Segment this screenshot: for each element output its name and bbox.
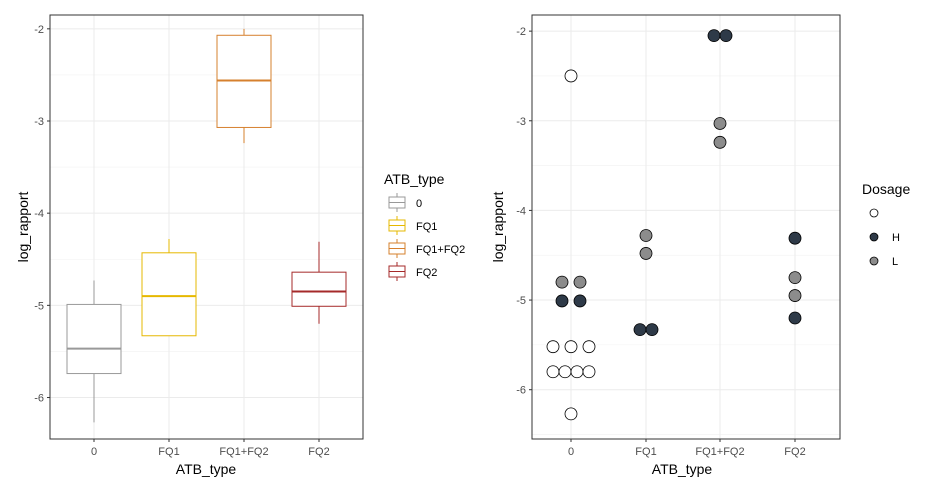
legend-label: FQ1+FQ2 <box>416 244 465 256</box>
boxplot-plot-area <box>50 15 363 439</box>
x-tick-label: FQ1 <box>158 446 179 458</box>
y-tick-label: -2 <box>34 24 44 36</box>
legend-entry: FQ2 <box>388 262 437 281</box>
legend-entry: FQ1+FQ2 <box>388 239 465 258</box>
y-tick-label: -4 <box>34 208 44 220</box>
dotplot-panel-border <box>531 14 841 440</box>
data-point <box>719 29 733 43</box>
data-point <box>573 294 587 308</box>
legend-key-point <box>869 208 879 218</box>
legend-label: 0 <box>416 198 422 210</box>
box-FQ1 <box>141 238 197 337</box>
legend-key-point <box>869 256 879 266</box>
data-point <box>564 407 578 421</box>
data-point <box>639 229 653 242</box>
dotplot-x-axis-title: ATB_type <box>652 461 713 477</box>
box-FQ2 <box>291 241 347 324</box>
legend-key-point <box>869 232 879 242</box>
boxplot-marks <box>66 28 347 423</box>
legend-entry <box>869 208 879 218</box>
boxplot-y-axis: -2 -3 -4 -5 -6 <box>34 24 50 405</box>
dotplot-panel: -2 -3 -4 -5 -6 0 FQ1 FQ1+FQ2 FQ2 ATB_type log_r… <box>490 14 910 477</box>
y-tick-label: -5 <box>34 300 44 312</box>
boxplot-x-axis-title: ATB_type <box>176 461 237 477</box>
legend-entry: 0 <box>388 193 422 212</box>
dotplot-y-axis-title: log_rapport <box>490 191 506 262</box>
legend-label: H <box>892 232 900 244</box>
data-point <box>788 231 802 245</box>
data-point <box>558 365 572 379</box>
box-FQ1+FQ2 <box>216 28 272 144</box>
legend-label: FQ1 <box>416 221 437 233</box>
data-point <box>713 135 727 149</box>
data-point <box>570 365 584 379</box>
legend-entry: FQ1 <box>388 216 437 235</box>
data-point <box>639 247 653 260</box>
box-body <box>66 303 122 375</box>
boxplot-legend-title: ATB_type <box>384 171 445 187</box>
data-point <box>546 340 560 354</box>
dotplot-legend-title: Dosage <box>862 181 910 197</box>
data-point <box>564 340 578 354</box>
box-0 <box>66 280 122 423</box>
x-tick-label: 0 <box>568 446 574 458</box>
data-point <box>555 294 569 308</box>
data-point <box>582 365 596 379</box>
data-point <box>582 340 596 354</box>
legend-label: FQ2 <box>416 267 437 279</box>
x-tick-label: FQ1 <box>635 446 656 458</box>
dotplot-gridlines <box>532 15 840 439</box>
data-point <box>788 289 802 302</box>
x-tick-label: 0 <box>91 446 97 458</box>
boxplot-x-axis: 0 FQ1 FQ1+FQ2 FQ2 <box>91 439 330 458</box>
data-point <box>645 323 659 337</box>
x-tick-label: FQ1+FQ2 <box>695 446 744 458</box>
boxplot-y-axis-title: log_rapport <box>15 191 31 262</box>
data-point <box>713 117 727 130</box>
data-point <box>555 275 569 289</box>
data-point <box>546 365 560 379</box>
data-point <box>633 323 647 337</box>
dotplot-marks <box>546 29 802 421</box>
data-point <box>564 69 578 83</box>
y-tick-label: -3 <box>516 116 526 128</box>
y-tick-label: -2 <box>516 26 526 38</box>
legend-entry: L <box>869 256 898 268</box>
y-tick-label: -4 <box>516 205 526 217</box>
data-point <box>573 275 587 289</box>
y-tick-label: -3 <box>34 116 44 128</box>
legend-label: L <box>892 256 898 268</box>
data-point <box>707 29 721 43</box>
data-point <box>788 311 802 325</box>
boxplot-panel: -2 -3 -4 -5 -6 0 FQ1 FQ1+FQ2 FQ2 ATB_type log_r… <box>15 14 465 477</box>
dotplot-y-axis: -2 -3 -4 -5 -6 <box>516 26 532 397</box>
boxplot-panel-border <box>49 14 364 440</box>
dotplot-plot-area <box>532 15 840 439</box>
dotplot-legend: Dosage HL <box>862 181 910 268</box>
x-tick-label: FQ2 <box>308 446 329 458</box>
dotplot-x-axis: 0 FQ1 FQ1+FQ2 FQ2 <box>568 439 806 458</box>
y-tick-label: -5 <box>516 295 526 307</box>
legend-entry: H <box>869 232 900 244</box>
y-tick-label: -6 <box>34 393 44 405</box>
x-tick-label: FQ2 <box>784 446 805 458</box>
box-body <box>291 271 347 307</box>
box-body <box>141 252 197 337</box>
data-point <box>788 271 802 285</box>
y-tick-label: -6 <box>516 385 526 397</box>
boxplot-legend: ATB_type 0 FQ1 FQ1+FQ2 FQ2 <box>384 171 465 281</box>
x-tick-label: FQ1+FQ2 <box>219 446 268 458</box>
